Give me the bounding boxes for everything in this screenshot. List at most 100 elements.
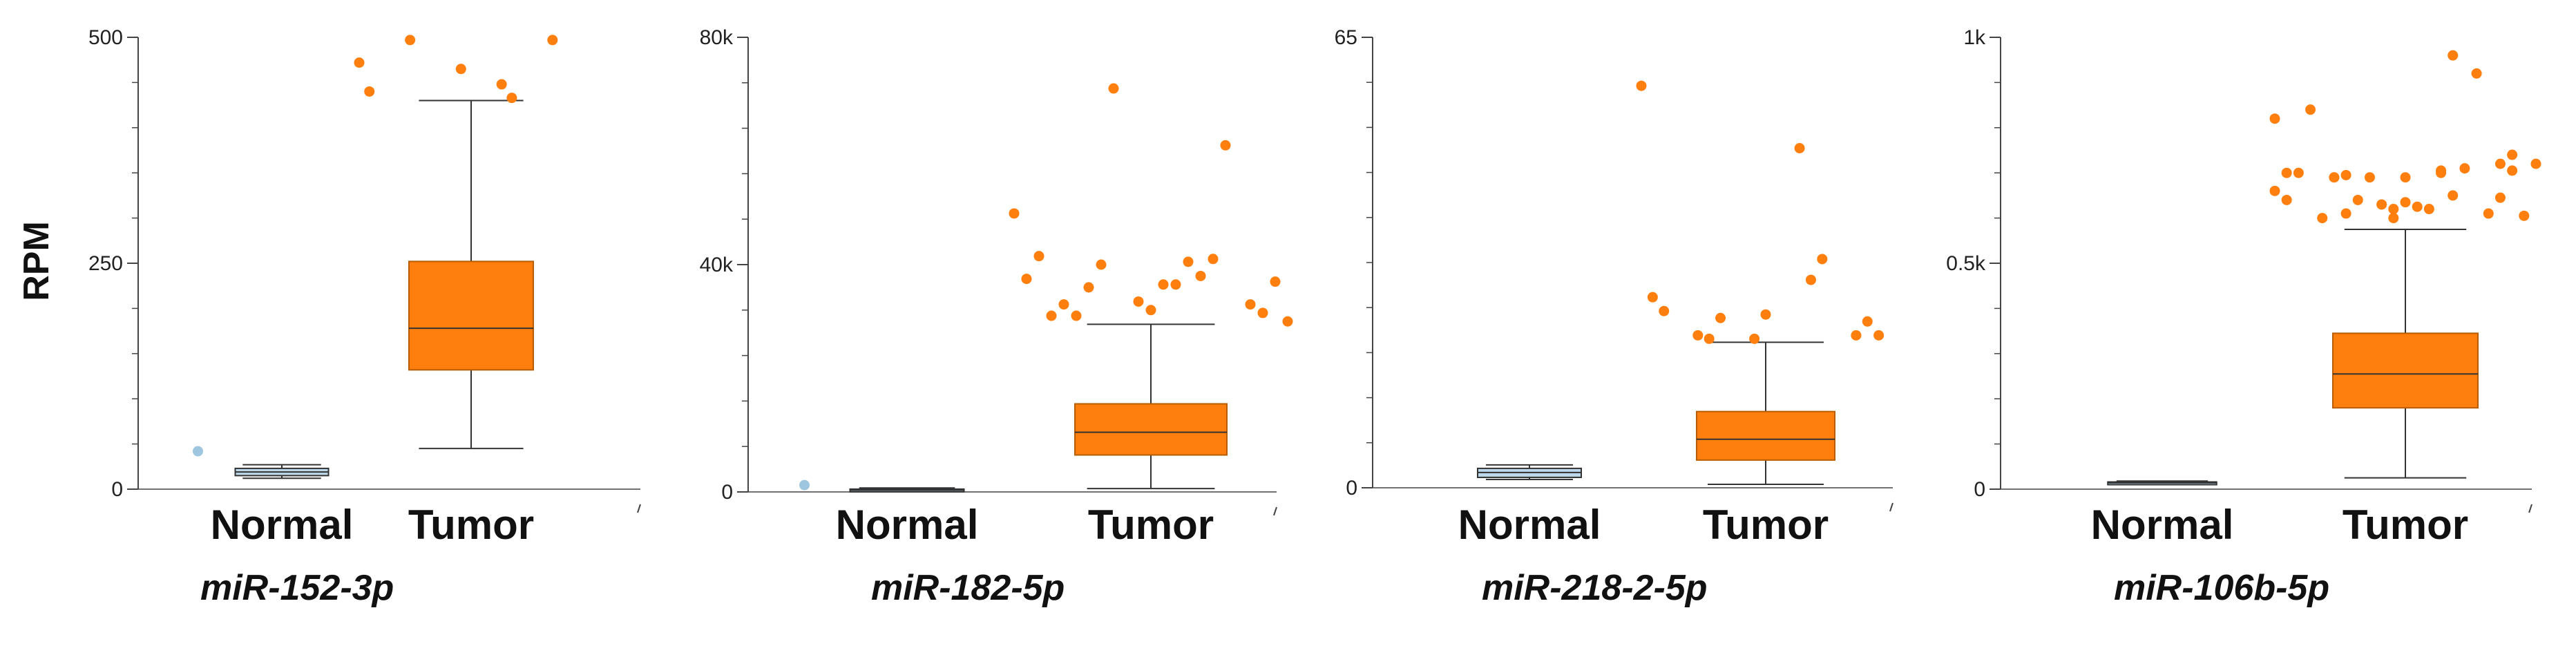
outlier-point xyxy=(2471,68,2482,79)
y-tick-label: 0 xyxy=(721,481,733,504)
outlier-point xyxy=(1170,279,1181,290)
outlier-point xyxy=(2400,172,2411,183)
outlier-point xyxy=(1183,256,1194,267)
outlier-point xyxy=(2483,208,2494,219)
tumor-box xyxy=(1009,83,1293,490)
outlier-point xyxy=(2269,185,2280,196)
outlier-point xyxy=(2317,213,2328,224)
x-axis-end-tick xyxy=(2528,504,2532,513)
outlier-point xyxy=(1805,274,1816,285)
x-axis-end-tick xyxy=(637,504,641,513)
outlier-point xyxy=(1270,276,1281,287)
panel-title: miR-152-3p xyxy=(200,568,394,608)
outlier-point xyxy=(2494,192,2506,203)
tumor-box xyxy=(2269,50,2541,479)
outlier-point xyxy=(2340,208,2351,219)
outlier-point xyxy=(1083,282,1094,293)
outlier-point xyxy=(1794,142,1805,153)
outlier-point xyxy=(364,86,375,97)
outlier-point xyxy=(1195,270,1206,281)
outlier-point xyxy=(1692,330,1704,341)
outlier-point xyxy=(1208,254,1219,265)
iqr-box xyxy=(2332,332,2479,409)
y-tick-label: 40k xyxy=(700,254,734,276)
y-tick-label: 0 xyxy=(111,478,123,501)
x-category-label: Normal xyxy=(2091,502,2234,548)
chart-panel-4: 0 0.5k 1k Normal Tumor miR-106b-5p xyxy=(1946,26,2541,608)
outlier-point xyxy=(2400,197,2411,208)
y-tick-label: 65 xyxy=(1335,26,1357,49)
outlier-point xyxy=(1862,316,1873,327)
outlier-point xyxy=(2281,194,2292,205)
outlier-point xyxy=(1021,274,1032,285)
iqr-box xyxy=(1696,410,1835,461)
tumor-box xyxy=(1636,80,1885,485)
outlier-point xyxy=(1096,259,1107,270)
outlier-point xyxy=(1046,310,1057,321)
outlier-point xyxy=(1704,333,1715,344)
outlier-point xyxy=(1220,140,1231,151)
outlier-point xyxy=(2412,201,2423,212)
outlier-point xyxy=(1133,296,1144,307)
outlier-point xyxy=(2423,204,2434,215)
outlier-point xyxy=(1636,80,1647,91)
outlier-point xyxy=(2305,104,2316,115)
outlier-point xyxy=(547,35,558,46)
y-tick-label: 0 xyxy=(1974,478,1985,501)
outlier-point xyxy=(1071,310,1082,321)
outlier-point xyxy=(2436,167,2447,178)
outlier-point xyxy=(1158,279,1169,290)
panel-title: miR-182-5p xyxy=(871,568,1065,608)
outlier-point xyxy=(2388,213,2399,224)
outlier-point xyxy=(1749,333,1760,344)
outlier-point xyxy=(2448,190,2459,201)
outlier-point xyxy=(193,446,203,457)
outlier-point xyxy=(1817,254,1828,265)
y-tick-label: 250 xyxy=(88,252,123,275)
outlier-point xyxy=(1851,330,1862,341)
chart-panel-3: 0 65 Normal Tumor miR-218-2-5p xyxy=(1335,26,1893,608)
y-tick-label: 0 xyxy=(1346,477,1357,500)
y-tick-label: 500 xyxy=(88,26,123,49)
outlier-point xyxy=(1659,305,1670,316)
x-axis-end-tick xyxy=(1273,506,1277,516)
outlier-point xyxy=(2281,167,2292,178)
normal-box xyxy=(1477,464,1582,480)
iqr-box xyxy=(408,260,534,371)
iqr-box xyxy=(1074,403,1228,456)
normal-box xyxy=(2107,480,2217,486)
y-tick-label: 0.5k xyxy=(1946,252,1986,275)
x-category-label: Tumor xyxy=(1703,502,1829,548)
outlier-point xyxy=(405,35,416,46)
outlier-point xyxy=(2530,158,2541,169)
tumor-box xyxy=(354,35,558,450)
outlier-point xyxy=(2376,199,2387,210)
outlier-point xyxy=(2388,204,2399,215)
outlier-point xyxy=(2507,149,2518,160)
outlier-point xyxy=(1760,309,1771,320)
panel-title: miR-218-2-5p xyxy=(1482,568,1708,608)
y-tick-label: 1k xyxy=(1963,26,1986,49)
x-category-label: Normal xyxy=(836,502,979,548)
x-category-label: Tumor xyxy=(2343,502,2468,548)
outlier-point xyxy=(2293,167,2304,178)
outlier-point xyxy=(2494,158,2506,169)
panel-title: miR-106b-5p xyxy=(2114,568,2329,608)
outlier-point xyxy=(1245,299,1256,310)
outlier-point xyxy=(1058,299,1069,310)
outlier-point xyxy=(2519,210,2530,221)
normal-box xyxy=(799,479,965,493)
outlier-point xyxy=(2340,169,2351,180)
outlier-point xyxy=(455,64,466,75)
outlier-point xyxy=(2507,165,2518,176)
chart-panel-1: 0 250 500 Normal Tumor miR-152-3p xyxy=(88,26,641,608)
outlier-point xyxy=(2269,113,2280,124)
outlier-point xyxy=(1033,251,1044,262)
outlier-point xyxy=(2329,172,2340,183)
outlier-point xyxy=(1647,292,1658,303)
outlier-point xyxy=(2459,163,2470,174)
outlier-point xyxy=(1009,208,1020,219)
outlier-point xyxy=(1282,316,1293,327)
y-tick-label: 80k xyxy=(700,26,734,49)
